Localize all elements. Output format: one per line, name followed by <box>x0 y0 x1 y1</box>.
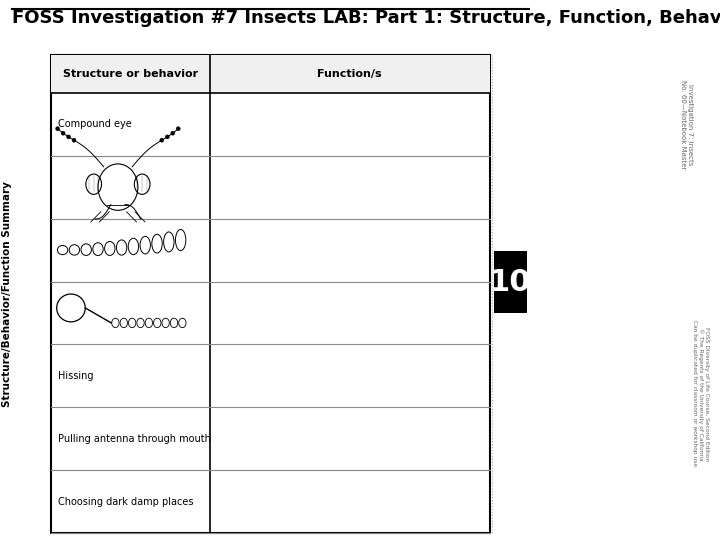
Bar <box>494 251 526 313</box>
Text: 10: 10 <box>489 268 531 296</box>
Circle shape <box>61 131 65 135</box>
Circle shape <box>166 135 169 139</box>
Text: Compound eye: Compound eye <box>58 119 132 129</box>
Circle shape <box>72 138 76 142</box>
Circle shape <box>171 131 175 135</box>
Text: Hissing: Hissing <box>58 371 94 381</box>
Text: Structure or behavior: Structure or behavior <box>63 69 198 79</box>
Text: Function/s: Function/s <box>318 69 382 79</box>
Circle shape <box>55 127 60 131</box>
Text: Structure/Behavior/Function Summary: Structure/Behavior/Function Summary <box>1 181 12 407</box>
Text: Investigation 7: Insects
No. 60—Notebook Master: Investigation 7: Insects No. 60—Notebook… <box>680 79 693 169</box>
Text: FOSS Diversity of Life Course, Second Edition
© The Regents of the University of: FOSS Diversity of Life Course, Second Ed… <box>692 320 709 468</box>
Circle shape <box>160 138 164 142</box>
Circle shape <box>66 135 71 139</box>
Text: Pulling antenna through mouth: Pulling antenna through mouth <box>58 434 211 444</box>
Bar <box>51 55 490 533</box>
Text: FOSS Investigation #7 Insects LAB: Part 1: Structure, Function, Behavior: FOSS Investigation #7 Insects LAB: Part … <box>12 9 720 28</box>
Bar <box>51 55 490 93</box>
Text: Choosing dark damp places: Choosing dark damp places <box>58 497 193 507</box>
Circle shape <box>176 127 180 131</box>
